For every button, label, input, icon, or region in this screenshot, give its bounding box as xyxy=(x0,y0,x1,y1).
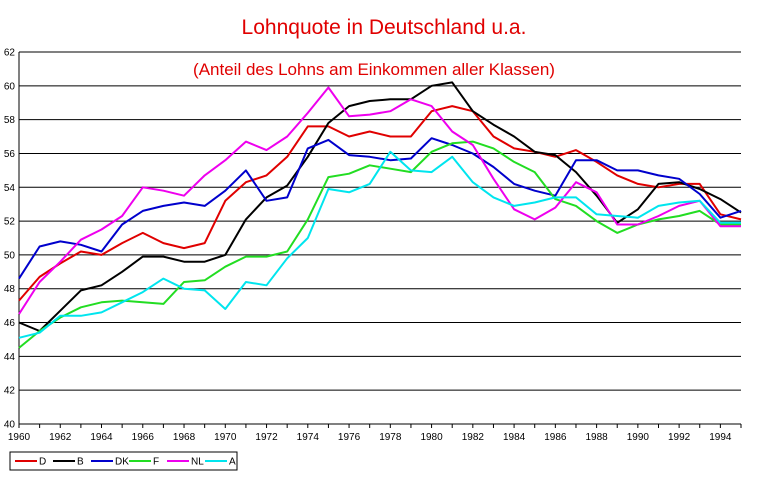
legend-label-f: F xyxy=(153,457,159,468)
series-line-d xyxy=(18,105,742,302)
series-lines xyxy=(18,81,742,349)
y-tick-label: 60 xyxy=(4,81,16,92)
x-tick-label: 1994 xyxy=(709,432,732,443)
y-tick-label: 42 xyxy=(4,386,16,397)
series-line-f xyxy=(18,140,741,349)
chart-title: Lohnquote in Deutschland u.a. xyxy=(242,16,527,39)
legend-label-d: D xyxy=(39,457,46,468)
x-tick-label: 1984 xyxy=(503,432,526,443)
y-tick-label: 50 xyxy=(4,250,16,261)
y-tick-label: 54 xyxy=(4,183,16,194)
gridlines xyxy=(19,51,741,425)
series-line-dk xyxy=(18,137,742,280)
y-tick-label: 40 xyxy=(4,420,16,431)
x-tick-label: 1988 xyxy=(585,432,608,443)
x-tick-label: 1962 xyxy=(49,432,72,443)
x-tick-label: 1964 xyxy=(90,432,113,443)
series-line-b xyxy=(18,81,742,332)
x-tick-label: 1966 xyxy=(132,432,155,443)
x-tick-label: 1960 xyxy=(8,432,31,443)
x-tick-label: 1990 xyxy=(627,432,650,443)
series-line-nl xyxy=(18,86,741,315)
x-tick-label: 1992 xyxy=(668,432,691,443)
legend-label-dk: DK xyxy=(115,457,129,468)
x-tick-label: 1980 xyxy=(420,432,443,443)
legend-label-b: B xyxy=(77,457,84,468)
y-tick-label: 56 xyxy=(4,149,16,160)
y-tick-label: 48 xyxy=(4,284,16,295)
legend-box xyxy=(9,451,238,471)
y-tick-label: 58 xyxy=(4,115,16,126)
x-tick-label: 1982 xyxy=(462,432,485,443)
legend: D B DK F NL A xyxy=(9,451,238,471)
x-tick-label: 1968 xyxy=(173,432,196,443)
legend-label-nl: NL xyxy=(191,457,204,468)
y-tick-label: 52 xyxy=(4,217,16,228)
y-tick-label: 44 xyxy=(4,352,16,363)
tick-labels: 40 42 44 46 48 50 52 54 56 58 60 62 1960 1962 1964 1966… xyxy=(4,48,732,444)
x-tick-label: 1986 xyxy=(544,432,567,443)
y-tick-label: 62 xyxy=(4,48,16,59)
y-tick-label: 46 xyxy=(4,318,16,329)
legend-label-a: A xyxy=(229,457,236,468)
chart-subtitle: (Anteil des Lohns am Einkommen aller Kla… xyxy=(193,60,555,79)
x-tick-label: 1974 xyxy=(297,432,320,443)
x-tick-label: 1970 xyxy=(214,432,237,443)
x-tick-label: 1976 xyxy=(338,432,361,443)
x-tick-label: 1972 xyxy=(255,432,278,443)
axes xyxy=(18,52,742,428)
x-tick-label: 1978 xyxy=(379,432,402,443)
series-line-a xyxy=(18,150,741,339)
